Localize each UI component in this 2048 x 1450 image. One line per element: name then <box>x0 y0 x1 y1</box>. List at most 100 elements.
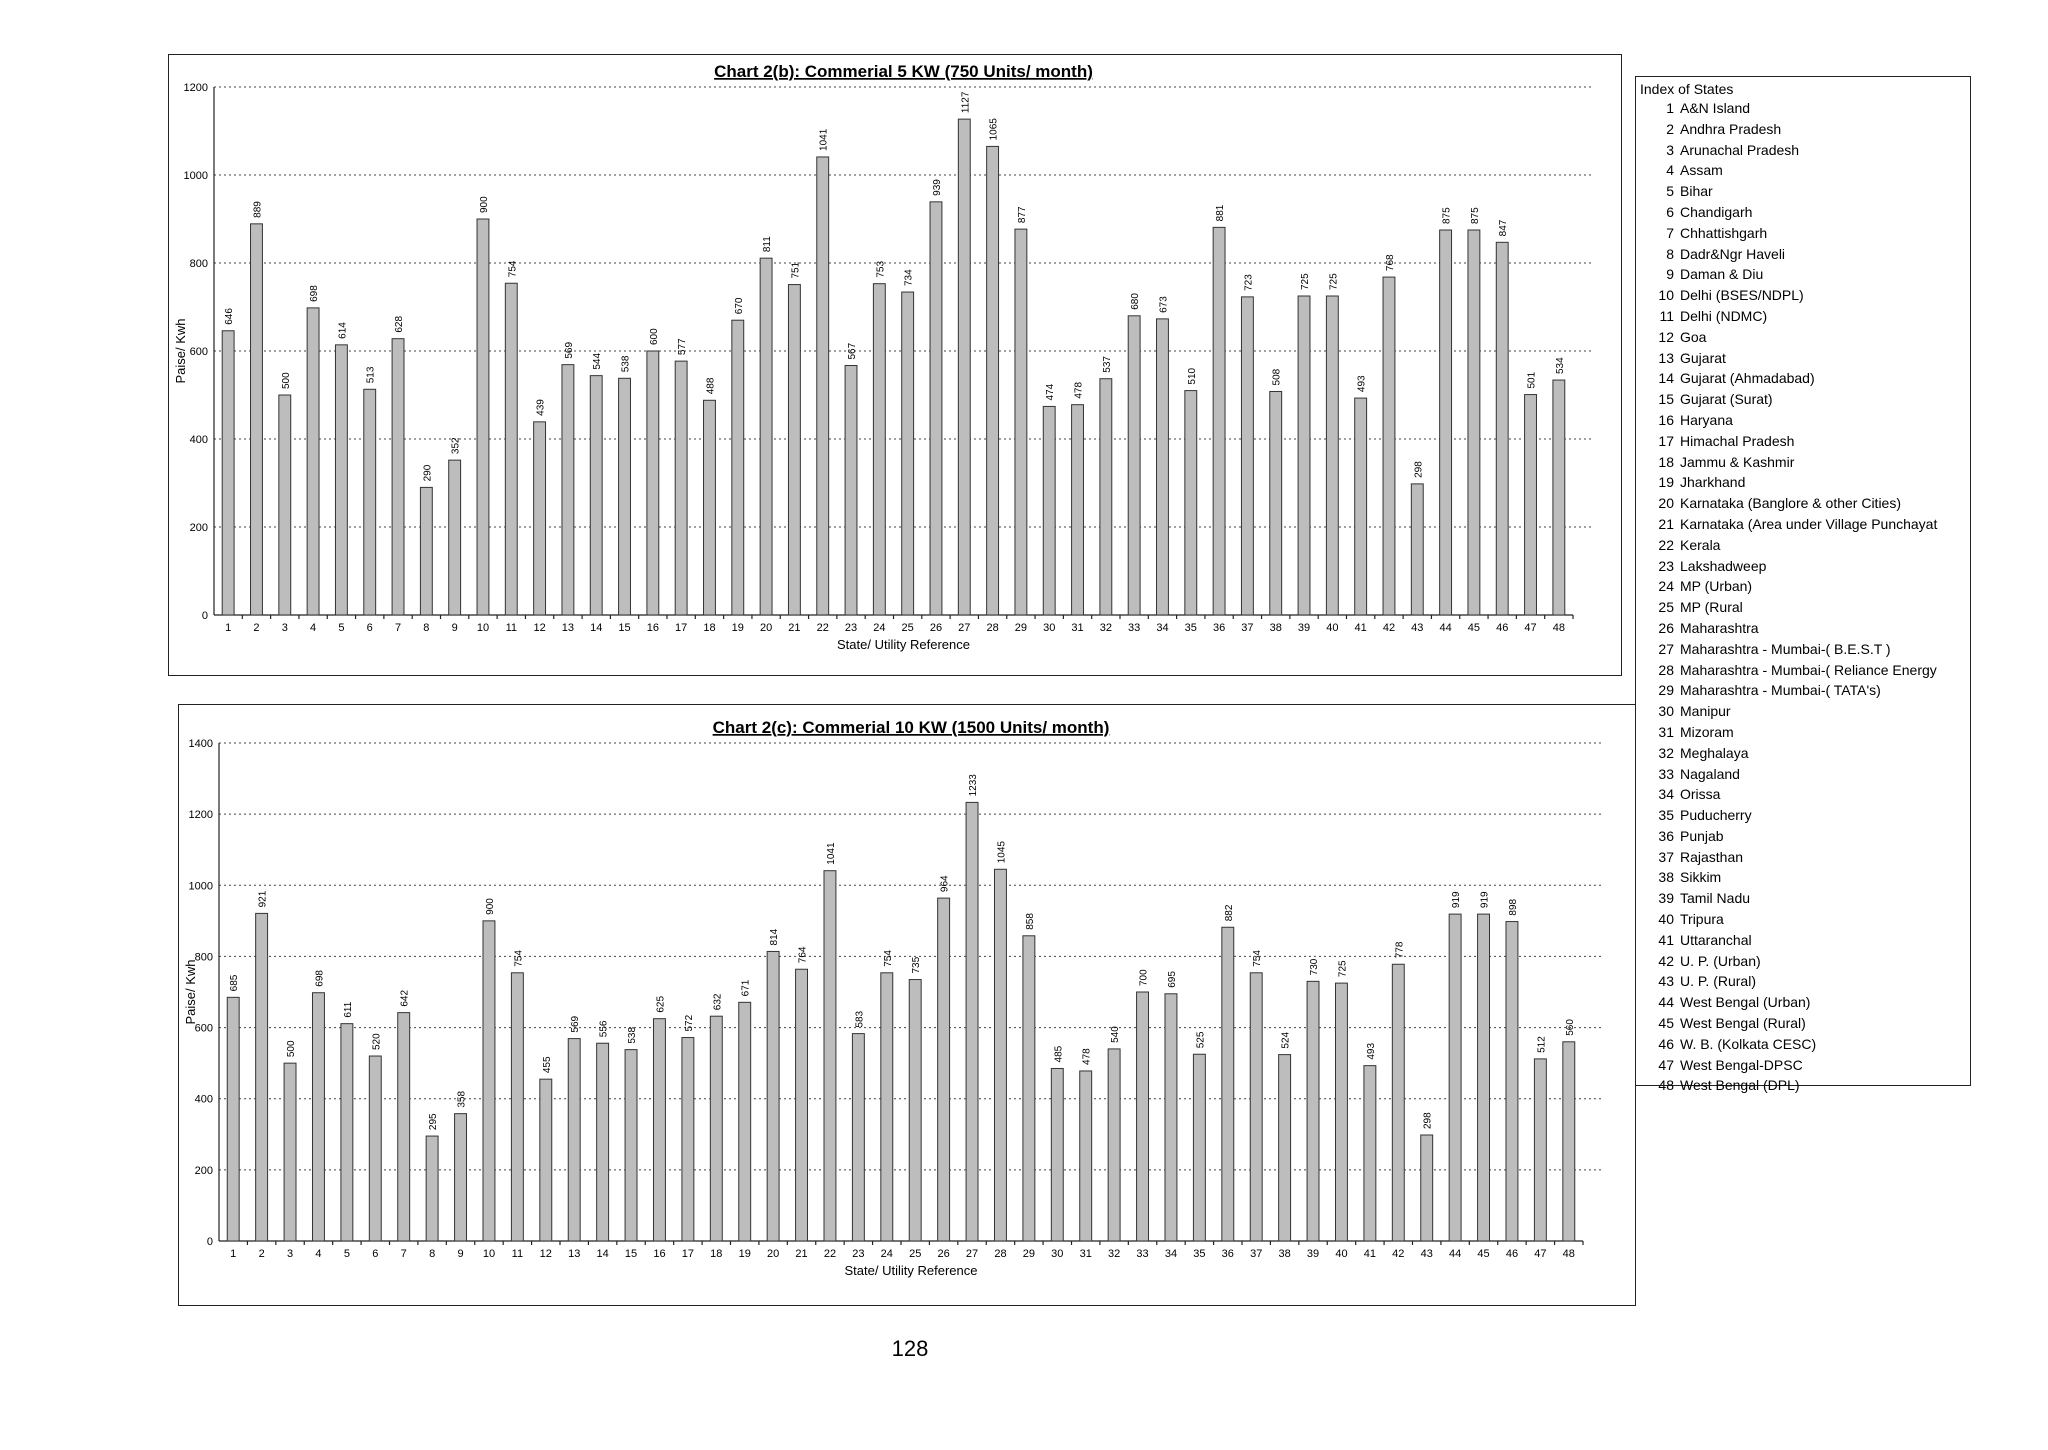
bar <box>624 1049 638 1242</box>
bar <box>986 145 1000 616</box>
legend-item-number: 14 <box>1658 370 1674 387</box>
legend-item: 16 Haryana <box>1640 410 1964 431</box>
data-label: 754 <box>1252 950 1263 967</box>
data-label: 485 <box>1053 1045 1064 1062</box>
x-tick-label: 3 <box>287 1248 293 1260</box>
legend-item: 28 Maharashtra - Mumbai-( Reliance Energy <box>1640 660 1964 681</box>
legend-item-number: 20 <box>1658 495 1674 512</box>
bar <box>1382 276 1396 616</box>
data-label: 478 <box>1074 382 1085 399</box>
legend-item-number: 39 <box>1658 890 1674 907</box>
legend-item: 22 Kerala <box>1640 535 1964 556</box>
legend-item-name: U. P. (Urban) <box>1680 952 1761 969</box>
legend-item: 8 Dadr&Ngr Haveli <box>1640 244 1964 265</box>
legend-item-name: West Bengal (Urban) <box>1680 994 1811 1011</box>
x-tick-label: 30 <box>1051 1248 1063 1260</box>
chart-2b: Chart 2(b): Commerial 5 KW (750 Units/ m… <box>168 54 1622 676</box>
bar <box>504 282 518 616</box>
x-tick-label: 26 <box>930 622 942 634</box>
x-axis-title: State/ Utility Reference <box>845 1263 978 1278</box>
x-tick-label: 39 <box>1298 622 1310 634</box>
legend-item-number: 46 <box>1658 1035 1674 1052</box>
data-label: 540 <box>1110 1026 1121 1043</box>
data-label: 493 <box>1366 1043 1377 1060</box>
x-tick-label: 25 <box>902 622 914 634</box>
x-tick-label: 13 <box>568 1248 580 1260</box>
bar <box>1071 404 1084 616</box>
legend-item: 48 West Bengal (DPL) <box>1640 1075 1964 1096</box>
legend-item: 34 Orissa <box>1640 784 1964 805</box>
data-label: 632 <box>712 993 723 1010</box>
y-tick-label: 800 <box>190 258 208 270</box>
legend-item-number: 16 <box>1658 411 1674 428</box>
x-tick-label: 14 <box>597 1248 609 1260</box>
legend-item-name: Karnataka (Area under Village Punchayat <box>1680 515 1938 532</box>
data-label: 900 <box>479 196 490 213</box>
data-label: 295 <box>428 1113 439 1130</box>
legend-item-name: Karnataka (Banglore & other Cities) <box>1680 495 1901 512</box>
legend-item-number: 38 <box>1658 869 1674 886</box>
data-label: 875 <box>1470 207 1481 224</box>
x-tick-label: 27 <box>966 1248 978 1260</box>
legend-item: 18 Jammu & Kashmir <box>1640 452 1964 473</box>
legend-item-number: 21 <box>1658 515 1674 532</box>
bar <box>965 801 979 1242</box>
y-tick-label: 0 <box>207 1236 213 1248</box>
x-tick-label: 38 <box>1279 1248 1291 1260</box>
bar <box>844 365 858 616</box>
bar <box>476 218 490 616</box>
y-tick-label: 400 <box>190 434 208 446</box>
data-label: 673 <box>1158 296 1169 313</box>
legend-item-number: 13 <box>1658 349 1674 366</box>
bar <box>306 307 320 616</box>
data-label: 493 <box>1357 375 1368 392</box>
bar <box>1410 483 1424 616</box>
legend-item-name: Manipur <box>1680 703 1731 720</box>
data-label: 921 <box>258 890 269 907</box>
legend-item: 44 West Bengal (Urban) <box>1640 992 1964 1013</box>
bar <box>908 979 922 1242</box>
x-tick-label: 7 <box>395 622 401 634</box>
x-tick-label: 45 <box>1468 622 1480 634</box>
bar <box>1164 993 1178 1242</box>
data-label: 939 <box>932 179 943 196</box>
data-label: 556 <box>599 1020 610 1037</box>
x-tick-label: 41 <box>1364 1248 1376 1260</box>
bar <box>1079 1070 1093 1242</box>
legend-item-name: Gujarat <box>1680 349 1726 366</box>
data-label: 642 <box>400 990 411 1007</box>
x-tick-label: 36 <box>1222 1248 1234 1260</box>
bar <box>454 1113 468 1242</box>
x-tick-label: 1 <box>225 622 231 634</box>
legend-item: 37 Rajasthan <box>1640 847 1964 868</box>
legend-item-number: 11 <box>1659 307 1674 324</box>
x-tick-label: 12 <box>540 1248 552 1260</box>
bar <box>368 1055 382 1242</box>
data-label: 290 <box>422 464 433 481</box>
x-tick-label: 6 <box>372 1248 378 1260</box>
bar <box>1297 295 1311 616</box>
data-label: 628 <box>394 316 405 333</box>
x-tick-label: 3 <box>282 622 288 634</box>
bar <box>311 992 325 1242</box>
bar <box>901 291 915 616</box>
y-tick-label: 1000 <box>184 170 208 182</box>
legend-item-number: 24 <box>1658 578 1674 595</box>
legend-item-name: Chandigarh <box>1680 203 1753 220</box>
legend-item-number: 33 <box>1658 765 1674 782</box>
bar <box>929 201 943 616</box>
legend-item-name: Uttaranchal <box>1680 931 1752 948</box>
bar <box>1334 982 1348 1242</box>
data-label: 474 <box>1045 383 1056 400</box>
legend-item-number: 2 <box>1666 120 1674 137</box>
chart-title: Chart 2(b): Commerial 5 KW (750 Units/ m… <box>714 62 1093 81</box>
bar <box>1212 226 1226 616</box>
data-label: 751 <box>790 261 801 278</box>
x-tick-label: 40 <box>1335 1248 1347 1260</box>
data-label: 1045 <box>996 841 1007 864</box>
legend-item-number: 41 <box>1658 931 1674 948</box>
bar <box>1042 405 1056 616</box>
x-tick-label: 34 <box>1165 1248 1177 1260</box>
legend-item-name: Daman & Diu <box>1680 266 1764 283</box>
bar <box>652 1018 666 1242</box>
